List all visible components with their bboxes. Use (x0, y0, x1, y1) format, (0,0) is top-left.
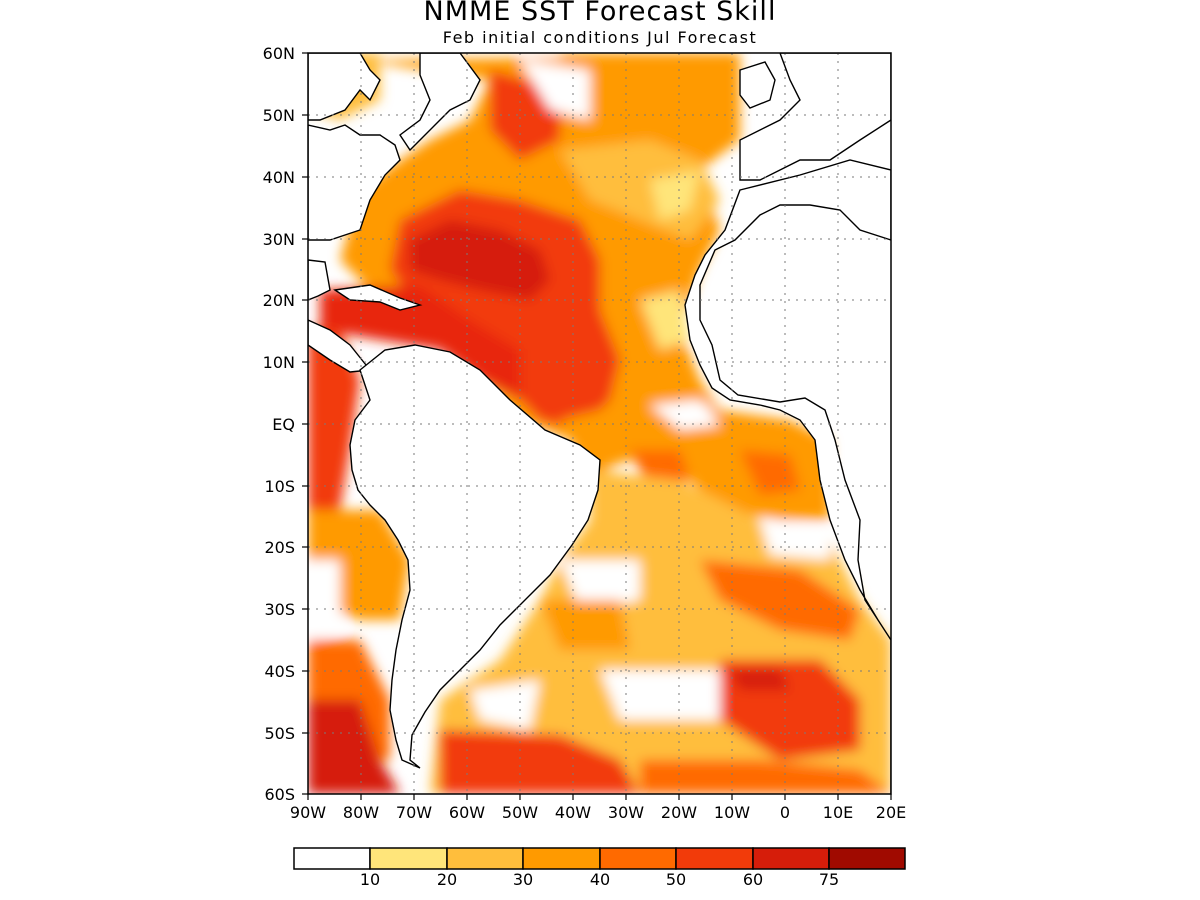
lat-label-20n: 20N (262, 291, 295, 310)
contour-na-core (410, 220, 550, 300)
map-title: NMME SST Forecast Skill (423, 0, 777, 27)
contour-na-mid (560, 140, 720, 240)
colorbar-label-30: 30 (512, 870, 534, 889)
colorbar-box-0 (293, 847, 371, 870)
skill-field (308, 53, 891, 794)
colorbar-label-20: 20 (436, 870, 458, 889)
lon-label-10e: 10E (822, 803, 854, 822)
contour-na-ne (560, 53, 740, 120)
colorbar-box-6 (752, 847, 830, 870)
lon-label-20e: 20E (875, 803, 907, 822)
contour-sa-band1 (700, 560, 860, 640)
colorbar-box-3 (522, 847, 601, 870)
colorbar-box-7 (828, 847, 906, 870)
lat-label-60s: 60S (264, 785, 295, 804)
contour-sa-white1 (560, 560, 640, 610)
lon-label-40w: 40W (554, 803, 592, 822)
south-america (349, 344, 601, 769)
lon-label-70w: 70W (395, 803, 433, 822)
contour-sa-patch1 (540, 600, 630, 650)
colorbar (293, 847, 906, 870)
contour-na-white (520, 60, 590, 120)
colorbar-label-40: 40 (589, 870, 611, 889)
lon-label-80w: 80W (342, 803, 380, 822)
lat-label-60n: 60N (262, 44, 295, 63)
colorbar-label-50: 50 (665, 870, 687, 889)
lat-label-30s: 30S (264, 600, 295, 619)
lat-label-40n: 40N (262, 168, 295, 187)
colorbar-box-5 (675, 847, 754, 870)
contour-sa-south (440, 730, 640, 794)
lon-label-30w: 30W (607, 803, 645, 822)
lon-label-60w: 60W (448, 803, 486, 822)
colorbar-box-4 (599, 847, 677, 870)
colorbar-box-1 (369, 847, 448, 870)
contour-sa-white3 (600, 670, 720, 720)
lat-label-50s: 50S (264, 724, 295, 743)
contour-sw-africa-white (640, 290, 690, 350)
british-isles (739, 61, 776, 109)
lat-label-40s: 40S (264, 662, 295, 681)
contour-na-white2 (650, 170, 700, 220)
lon-label-0: 0 (779, 803, 791, 822)
contour-sa-white4 (470, 680, 540, 730)
ticks (302, 52, 892, 800)
contour-eq-white (650, 400, 720, 430)
contour-pac-core (308, 700, 400, 794)
colorbar-label-60: 60 (742, 870, 764, 889)
colorbar-box-2 (446, 847, 524, 870)
contour-sa-white2 (760, 520, 830, 560)
contour-sa-core (730, 670, 790, 690)
lon-label-10w: 10W (713, 803, 751, 822)
colorbar-label-10: 10 (359, 870, 381, 889)
lat-label-10s: 10S (264, 477, 295, 496)
lat-label-eq: EQ (272, 415, 295, 434)
lon-label-50w: 50W (501, 803, 539, 822)
skill-contours (308, 53, 891, 794)
lat-label-30n: 30N (262, 230, 295, 249)
contour-pac-white (308, 560, 340, 640)
contour-sa-south2 (640, 760, 891, 794)
lat-label-50n: 50N (262, 106, 295, 125)
colorbar-label-75: 75 (818, 870, 840, 889)
grid (308, 53, 891, 794)
lon-label-20w: 20W (660, 803, 698, 822)
lat-label-10n: 10N (262, 353, 295, 372)
africa (684, 159, 891, 794)
greater-antilles (333, 284, 423, 311)
europe (739, 53, 891, 181)
lon-label-90w: 90W (289, 803, 327, 822)
contour-pac-north (308, 330, 360, 510)
lat-label-20s: 20S (264, 538, 295, 557)
map-subtitle: Feb initial conditions Jul Forecast (442, 28, 758, 47)
land (308, 53, 891, 794)
